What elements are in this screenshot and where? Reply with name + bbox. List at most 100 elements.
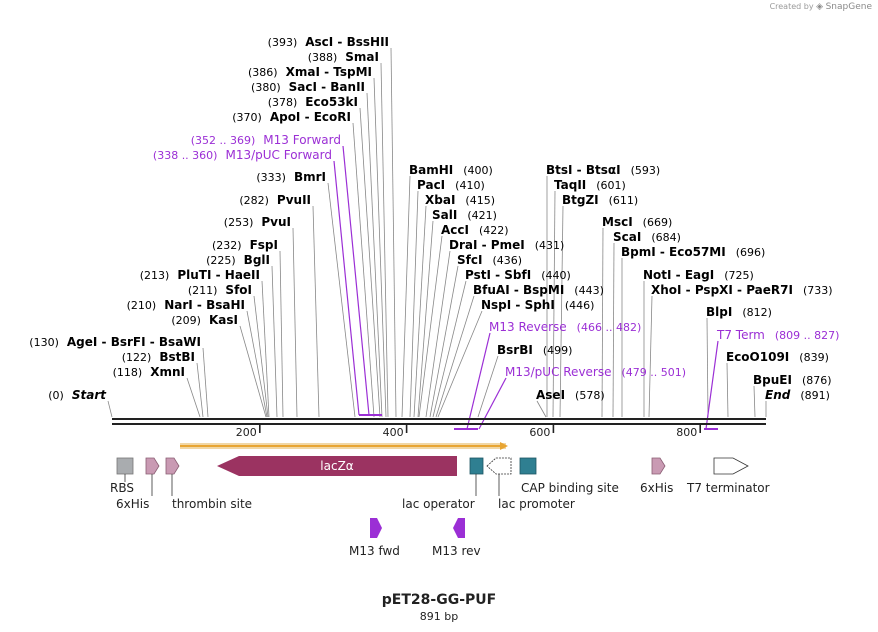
primer-site-label[interactable]: (352 .. 369) M13 Forward	[191, 133, 341, 147]
m13-rev-primer[interactable]	[453, 518, 465, 538]
primer-site-label[interactable]: (479 .. 501) M13/pUC Reverse	[505, 365, 686, 379]
enzyme-site-label[interactable]: (891) End	[765, 388, 830, 402]
enzyme-site-label[interactable]: (684) ScaI	[613, 230, 681, 244]
enzyme-site-label[interactable]: (499) BsrBI	[497, 343, 572, 357]
enzyme-site-label[interactable]: (386) XmaI - TspMI	[248, 65, 372, 79]
site-leader-line	[196, 362, 204, 418]
enzyme-site-label[interactable]: (282) PvuII	[239, 193, 311, 207]
site-position: (446)	[565, 299, 595, 312]
enzyme-site-label[interactable]: (380) SacI - BanII	[251, 80, 365, 94]
enzyme-site-label[interactable]: (421) SalI	[432, 208, 497, 222]
enzyme-site-label[interactable]: (436) SfcI	[457, 253, 522, 267]
enzyme-site-label[interactable]: (213) PluTI - HaeII	[140, 268, 260, 282]
enzyme-site-label[interactable]: (378) Eco53kI	[268, 95, 358, 109]
enzyme-site-label[interactable]: (253) PvuI	[224, 215, 291, 229]
enzyme-site-label[interactable]: (393) AscI - BssHII	[268, 35, 389, 49]
site-position: (421)	[467, 209, 497, 222]
enzyme-site-label[interactable]: (210) NarI - BsaHI	[127, 298, 245, 312]
enzyme-name: SalI	[432, 208, 457, 222]
6xhis-feature-1[interactable]	[145, 457, 160, 475]
enzyme-site-label[interactable]: (876) BpuEI	[753, 373, 832, 387]
enzyme-site-label[interactable]: (446) NspI - SphI	[481, 298, 594, 312]
t7-terminator-feature[interactable]	[713, 457, 749, 475]
site-leader-line	[409, 190, 419, 418]
m13-fwd-primer[interactable]	[370, 518, 382, 538]
site-position: (593)	[631, 164, 661, 177]
site-position: (378)	[268, 96, 298, 109]
enzyme-site-label[interactable]: (578) AseI	[536, 388, 605, 402]
site-position: (422)	[479, 224, 509, 237]
site-leader-line	[705, 340, 719, 430]
enzyme-site-label[interactable]: (0) Start	[48, 388, 107, 402]
enzyme-site-label[interactable]: (696) BpmI - Eco57MI	[621, 245, 765, 259]
enzyme-site-label[interactable]: (388) SmaI	[308, 50, 379, 64]
enzyme-name: KasI	[209, 313, 238, 327]
site-leader-line	[429, 265, 459, 418]
enzyme-site-label[interactable]: (211) SfoI	[188, 283, 252, 297]
thrombin-site-feature[interactable]	[165, 457, 180, 475]
enzyme-site-label[interactable]: (593) BtsI - BtsαI	[546, 163, 660, 177]
enzyme-site-label[interactable]: (839) EcoO109I	[726, 350, 829, 364]
site-position: (812)	[742, 306, 772, 319]
primer-site-label[interactable]: (809 .. 827) T7 Term	[716, 328, 839, 342]
enzyme-site-label[interactable]: (410) PacI	[417, 178, 485, 192]
enzyme-site-label[interactable]: (122) BstBI	[122, 350, 195, 364]
enzyme-name: BlpI	[706, 305, 732, 319]
orf-arrow	[180, 442, 508, 450]
enzyme-name: SfcI	[457, 253, 482, 267]
enzyme-site-label[interactable]: (415) XbaI	[425, 193, 495, 207]
snapgene-credit: Created by ◈ SnapGene	[770, 2, 872, 12]
enzyme-name: XmnI	[150, 365, 185, 379]
lacz-alpha-feature[interactable]	[217, 456, 457, 476]
enzyme-site-label[interactable]: (232) FspI	[212, 238, 278, 252]
enzyme-site-label[interactable]: (333) BmrI	[256, 170, 326, 184]
enzyme-site-label[interactable]: (130) AgeI - BsrFI - BsaWI	[29, 335, 201, 349]
site-position: (876)	[802, 374, 832, 387]
enzyme-site-label[interactable]: (725) NotI - EagI	[643, 268, 754, 282]
enzyme-site-label[interactable]: (443) BfuAI - BspMI	[473, 283, 604, 297]
site-leader-line	[477, 355, 499, 418]
enzyme-site-label[interactable]: (431) DraI - PmeI	[449, 238, 564, 252]
enzyme-site-label[interactable]: (611) BtgZI	[562, 193, 638, 207]
site-leader-line	[366, 92, 383, 418]
enzyme-site-label[interactable]: (370) ApoI - EcoRI	[232, 110, 351, 124]
site-position: (0)	[48, 389, 64, 402]
6xhis-feature-2[interactable]	[651, 457, 666, 475]
enzyme-site-label[interactable]: (812) BlpI	[706, 305, 772, 319]
credit-brand: SnapGene	[825, 2, 872, 12]
site-position: (611)	[609, 194, 639, 207]
enzyme-name: DraI - PmeI	[449, 238, 525, 252]
enzyme-site-label[interactable]: (209) KasI	[171, 313, 238, 327]
enzyme-site-label[interactable]: (669) MscI	[602, 215, 672, 229]
lac-operator-feature[interactable]	[469, 457, 484, 475]
enzyme-name: BamHI	[409, 163, 453, 177]
primer-site-label[interactable]: (338 .. 360) M13/pUC Forward	[153, 148, 332, 162]
site-position: (466 .. 482)	[577, 321, 642, 334]
enzyme-site-label[interactable]: (440) PstI - SbfI	[465, 268, 571, 282]
site-leader-line	[253, 295, 269, 418]
enzyme-site-label[interactable]: (400) BamHI	[409, 163, 493, 177]
enzyme-site-label[interactable]: (601) TaqII	[554, 178, 626, 192]
enzyme-site-label[interactable]: (733) XhoI - PspXI - PaeR7I	[651, 283, 833, 297]
site-leader-line	[390, 47, 397, 418]
enzyme-name: BpmI - Eco57MI	[621, 245, 726, 259]
cap-binding-site-feature[interactable]	[519, 457, 537, 475]
rbs-feature[interactable]	[116, 457, 134, 475]
site-leader-line	[186, 377, 201, 418]
site-leader-line	[359, 107, 381, 418]
enzyme-name: AccI	[441, 223, 469, 237]
enzyme-site-label[interactable]: (225) BglI	[206, 253, 270, 267]
site-leader-line	[413, 205, 427, 418]
enzyme-name: AseI	[536, 388, 565, 402]
enzyme-name: SacI - BanII	[289, 80, 365, 94]
enzyme-site-label[interactable]: (422) AccI	[441, 223, 509, 237]
site-leader-line	[418, 235, 443, 418]
site-position: (333)	[256, 171, 286, 184]
site-position: (440)	[541, 269, 571, 282]
site-leader-line	[271, 265, 278, 418]
primer-site-label[interactable]: (466 .. 482) M13 Reverse	[489, 320, 641, 334]
primer-name: M13 Reverse	[489, 320, 567, 334]
site-leader-line	[352, 122, 375, 418]
lac-promoter-feature[interactable]	[486, 457, 512, 475]
enzyme-site-label[interactable]: (118) XmnI	[113, 365, 185, 379]
